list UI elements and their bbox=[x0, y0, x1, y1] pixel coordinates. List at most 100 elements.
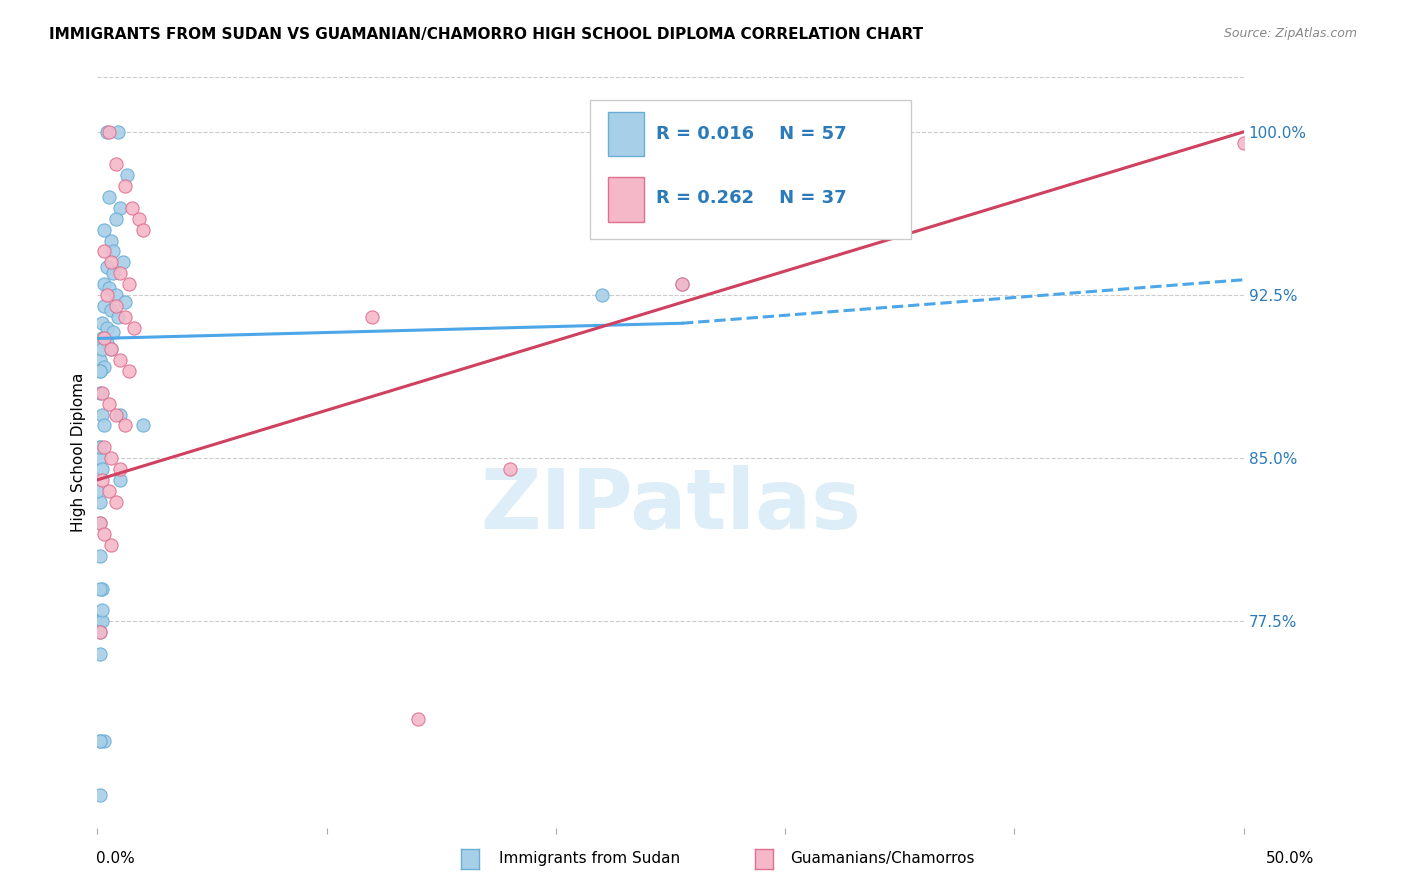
Point bbox=[89, 734, 111, 748]
Point bbox=[89, 734, 111, 748]
Point bbox=[110, 353, 132, 368]
Point bbox=[89, 582, 111, 596]
Point bbox=[104, 211, 127, 226]
Point bbox=[132, 223, 155, 237]
Point bbox=[107, 310, 129, 324]
Point bbox=[89, 516, 111, 531]
FancyBboxPatch shape bbox=[591, 100, 911, 239]
Point bbox=[91, 316, 114, 330]
Point bbox=[591, 288, 613, 302]
Point bbox=[96, 125, 118, 139]
Point bbox=[97, 397, 120, 411]
Point bbox=[89, 549, 111, 563]
Point bbox=[132, 418, 155, 433]
Point bbox=[104, 299, 127, 313]
Point bbox=[93, 440, 115, 454]
Point bbox=[100, 538, 122, 552]
Point bbox=[97, 281, 120, 295]
Point bbox=[96, 260, 118, 274]
Point bbox=[100, 451, 122, 466]
Point bbox=[96, 320, 118, 334]
Text: R = 0.016    N = 57: R = 0.016 N = 57 bbox=[655, 125, 846, 143]
Point bbox=[89, 625, 111, 640]
Point bbox=[89, 440, 111, 454]
Point bbox=[91, 385, 114, 400]
Point bbox=[91, 603, 114, 617]
Point bbox=[89, 385, 111, 400]
FancyBboxPatch shape bbox=[607, 178, 644, 221]
Point bbox=[89, 789, 111, 803]
Point bbox=[89, 364, 111, 378]
Point bbox=[110, 201, 132, 215]
Point bbox=[110, 266, 132, 280]
Text: 0.0%: 0.0% bbox=[96, 852, 135, 866]
Point bbox=[114, 294, 136, 309]
Point bbox=[96, 335, 118, 350]
Point bbox=[89, 364, 111, 378]
Point bbox=[93, 277, 115, 291]
Point bbox=[121, 201, 143, 215]
Point bbox=[671, 277, 693, 291]
Point bbox=[91, 343, 114, 357]
Point bbox=[93, 331, 115, 345]
Point bbox=[122, 320, 145, 334]
Text: Guamanians/Chamorros: Guamanians/Chamorros bbox=[790, 852, 974, 866]
Text: 50.0%: 50.0% bbox=[1267, 852, 1315, 866]
Point bbox=[89, 451, 111, 466]
Point bbox=[93, 418, 115, 433]
Point bbox=[118, 277, 141, 291]
Text: R = 0.262    N = 37: R = 0.262 N = 37 bbox=[655, 188, 846, 207]
Point bbox=[118, 364, 141, 378]
Point bbox=[97, 125, 120, 139]
Point bbox=[97, 483, 120, 498]
Point bbox=[91, 462, 114, 476]
Text: IMMIGRANTS FROM SUDAN VS GUAMANIAN/CHAMORRO HIGH SCHOOL DIPLOMA CORRELATION CHAR: IMMIGRANTS FROM SUDAN VS GUAMANIAN/CHAMO… bbox=[49, 27, 924, 42]
Y-axis label: High School Diploma: High School Diploma bbox=[72, 373, 86, 533]
Point bbox=[671, 277, 693, 291]
Point bbox=[91, 408, 114, 422]
Text: Source: ZipAtlas.com: Source: ZipAtlas.com bbox=[1223, 27, 1357, 40]
Point bbox=[361, 310, 384, 324]
Point bbox=[111, 255, 134, 269]
Point bbox=[110, 408, 132, 422]
Point bbox=[89, 440, 111, 454]
Point bbox=[103, 325, 125, 339]
Point bbox=[107, 125, 129, 139]
Point bbox=[89, 516, 111, 531]
Point bbox=[100, 343, 122, 357]
Point bbox=[97, 190, 120, 204]
Point bbox=[91, 473, 114, 487]
Text: ZIPatlas: ZIPatlas bbox=[479, 465, 860, 546]
Point bbox=[114, 310, 136, 324]
Point bbox=[114, 179, 136, 194]
Point bbox=[93, 244, 115, 259]
Point bbox=[103, 244, 125, 259]
Point bbox=[100, 303, 122, 318]
Point bbox=[93, 359, 115, 374]
Point bbox=[86, 483, 108, 498]
Point bbox=[100, 343, 122, 357]
Point bbox=[89, 625, 111, 640]
Point bbox=[1233, 136, 1256, 150]
Point bbox=[100, 234, 122, 248]
Point bbox=[93, 299, 115, 313]
Point bbox=[104, 408, 127, 422]
Point bbox=[89, 353, 111, 368]
Point bbox=[114, 418, 136, 433]
Point bbox=[104, 288, 127, 302]
FancyBboxPatch shape bbox=[607, 112, 644, 156]
Point bbox=[93, 734, 115, 748]
Point bbox=[110, 462, 132, 476]
Point bbox=[89, 615, 111, 629]
Point bbox=[100, 255, 122, 269]
Point bbox=[110, 473, 132, 487]
Point bbox=[104, 157, 127, 171]
Text: Immigrants from Sudan: Immigrants from Sudan bbox=[499, 852, 681, 866]
Point bbox=[104, 494, 127, 508]
Point bbox=[91, 331, 114, 345]
Point bbox=[89, 494, 111, 508]
Point bbox=[91, 582, 114, 596]
Point bbox=[91, 615, 114, 629]
Point bbox=[93, 527, 115, 541]
Point bbox=[103, 266, 125, 280]
